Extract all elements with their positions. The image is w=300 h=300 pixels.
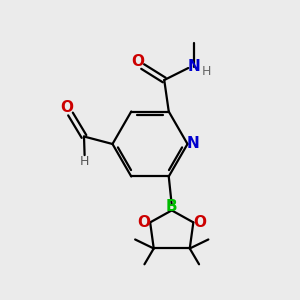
Text: B: B xyxy=(166,199,178,214)
Text: O: O xyxy=(194,215,206,230)
Text: H: H xyxy=(202,65,212,78)
Text: O: O xyxy=(60,100,74,115)
Text: N: N xyxy=(187,136,199,152)
Text: N: N xyxy=(187,59,200,74)
Text: O: O xyxy=(131,54,144,69)
Text: H: H xyxy=(80,155,89,168)
Text: O: O xyxy=(137,215,150,230)
